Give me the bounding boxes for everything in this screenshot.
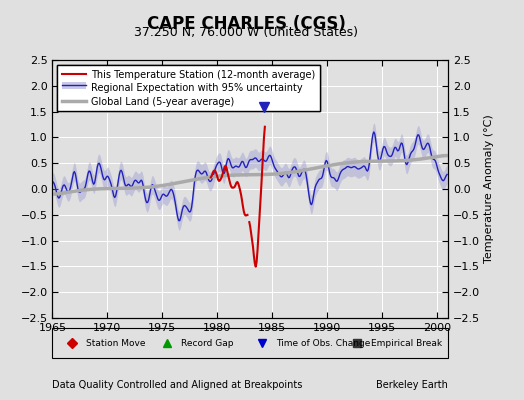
Y-axis label: Temperature Anomaly (°C): Temperature Anomaly (°C) <box>484 115 494 263</box>
Text: Time of Obs. Change: Time of Obs. Change <box>276 338 370 348</box>
Text: Empirical Break: Empirical Break <box>371 338 442 348</box>
Text: Record Gap: Record Gap <box>181 338 234 348</box>
Text: 37.250 N, 76.000 W (United States): 37.250 N, 76.000 W (United States) <box>134 26 358 39</box>
Text: Berkeley Earth: Berkeley Earth <box>376 380 448 390</box>
Text: CAPE CHARLES (CGS): CAPE CHARLES (CGS) <box>147 15 346 33</box>
Text: Data Quality Controlled and Aligned at Breakpoints: Data Quality Controlled and Aligned at B… <box>52 380 303 390</box>
Legend: This Temperature Station (12-month average), Regional Expectation with 95% uncer: This Temperature Station (12-month avera… <box>57 65 320 111</box>
Text: Station Move: Station Move <box>86 338 146 348</box>
